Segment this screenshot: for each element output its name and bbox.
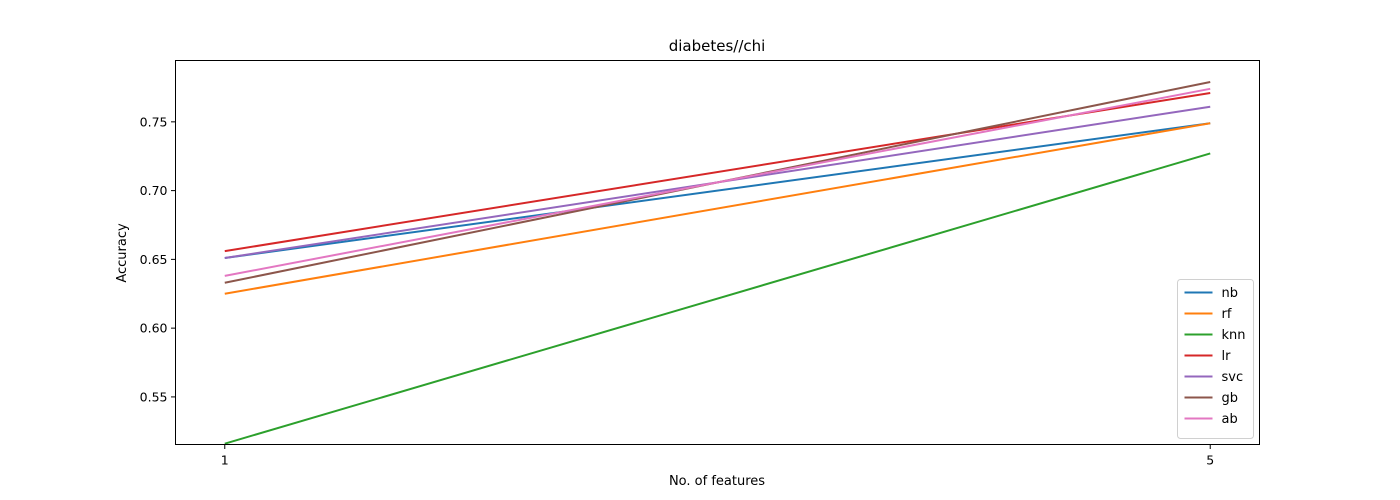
legend-label-gb: gb xyxy=(1222,391,1239,406)
series-line-knn xyxy=(224,152,1211,445)
series-line-rf xyxy=(224,122,1211,295)
legend-label-nb: nb xyxy=(1222,286,1239,301)
y-tick-label: 0.70 xyxy=(140,183,168,198)
ticks-layer: 1 5 0.55 0.60 0.65 0.70 0.75 xyxy=(140,114,1215,467)
plot-frame xyxy=(175,60,1260,445)
legend-label-ab: ab xyxy=(1222,412,1238,427)
x-tick-label: 5 xyxy=(1206,453,1214,468)
series-line-ab xyxy=(224,87,1211,277)
y-tick-label: 0.65 xyxy=(140,252,168,267)
series-line-nb xyxy=(224,122,1211,259)
legend-label-rf: rf xyxy=(1222,307,1232,322)
x-axis-label: No. of features xyxy=(669,474,765,489)
legend-label-lr: lr xyxy=(1222,349,1232,364)
y-tick-label: 0.75 xyxy=(140,114,168,129)
legend-label-svc: svc xyxy=(1222,370,1244,385)
y-tick-label: 0.55 xyxy=(140,389,168,404)
y-tick-label: 0.60 xyxy=(140,321,168,336)
legend-box xyxy=(1177,279,1254,439)
legend: nb rf knn lr svc gb ab xyxy=(1177,279,1254,439)
chart-title: diabetes//chi xyxy=(669,37,766,55)
legend-label-knn: knn xyxy=(1222,328,1246,343)
series-layer xyxy=(224,80,1211,445)
y-axis-label: Accuracy xyxy=(115,223,130,283)
x-tick-label: 1 xyxy=(221,453,229,468)
